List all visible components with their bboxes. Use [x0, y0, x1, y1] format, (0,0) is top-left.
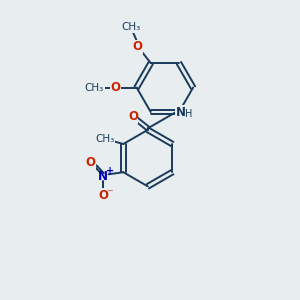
Text: O: O	[128, 110, 138, 123]
Text: CH₃: CH₃	[85, 82, 104, 93]
Text: CH₃: CH₃	[122, 22, 141, 32]
Text: O: O	[85, 156, 96, 169]
Text: N: N	[176, 106, 185, 118]
Text: +: +	[106, 166, 114, 176]
Text: O: O	[98, 189, 108, 202]
Text: O: O	[132, 40, 142, 53]
Text: H: H	[185, 110, 193, 119]
Text: CH₃: CH₃	[95, 134, 115, 144]
Text: N: N	[98, 170, 108, 183]
Text: ⁻: ⁻	[106, 187, 113, 200]
Text: O: O	[111, 81, 121, 94]
